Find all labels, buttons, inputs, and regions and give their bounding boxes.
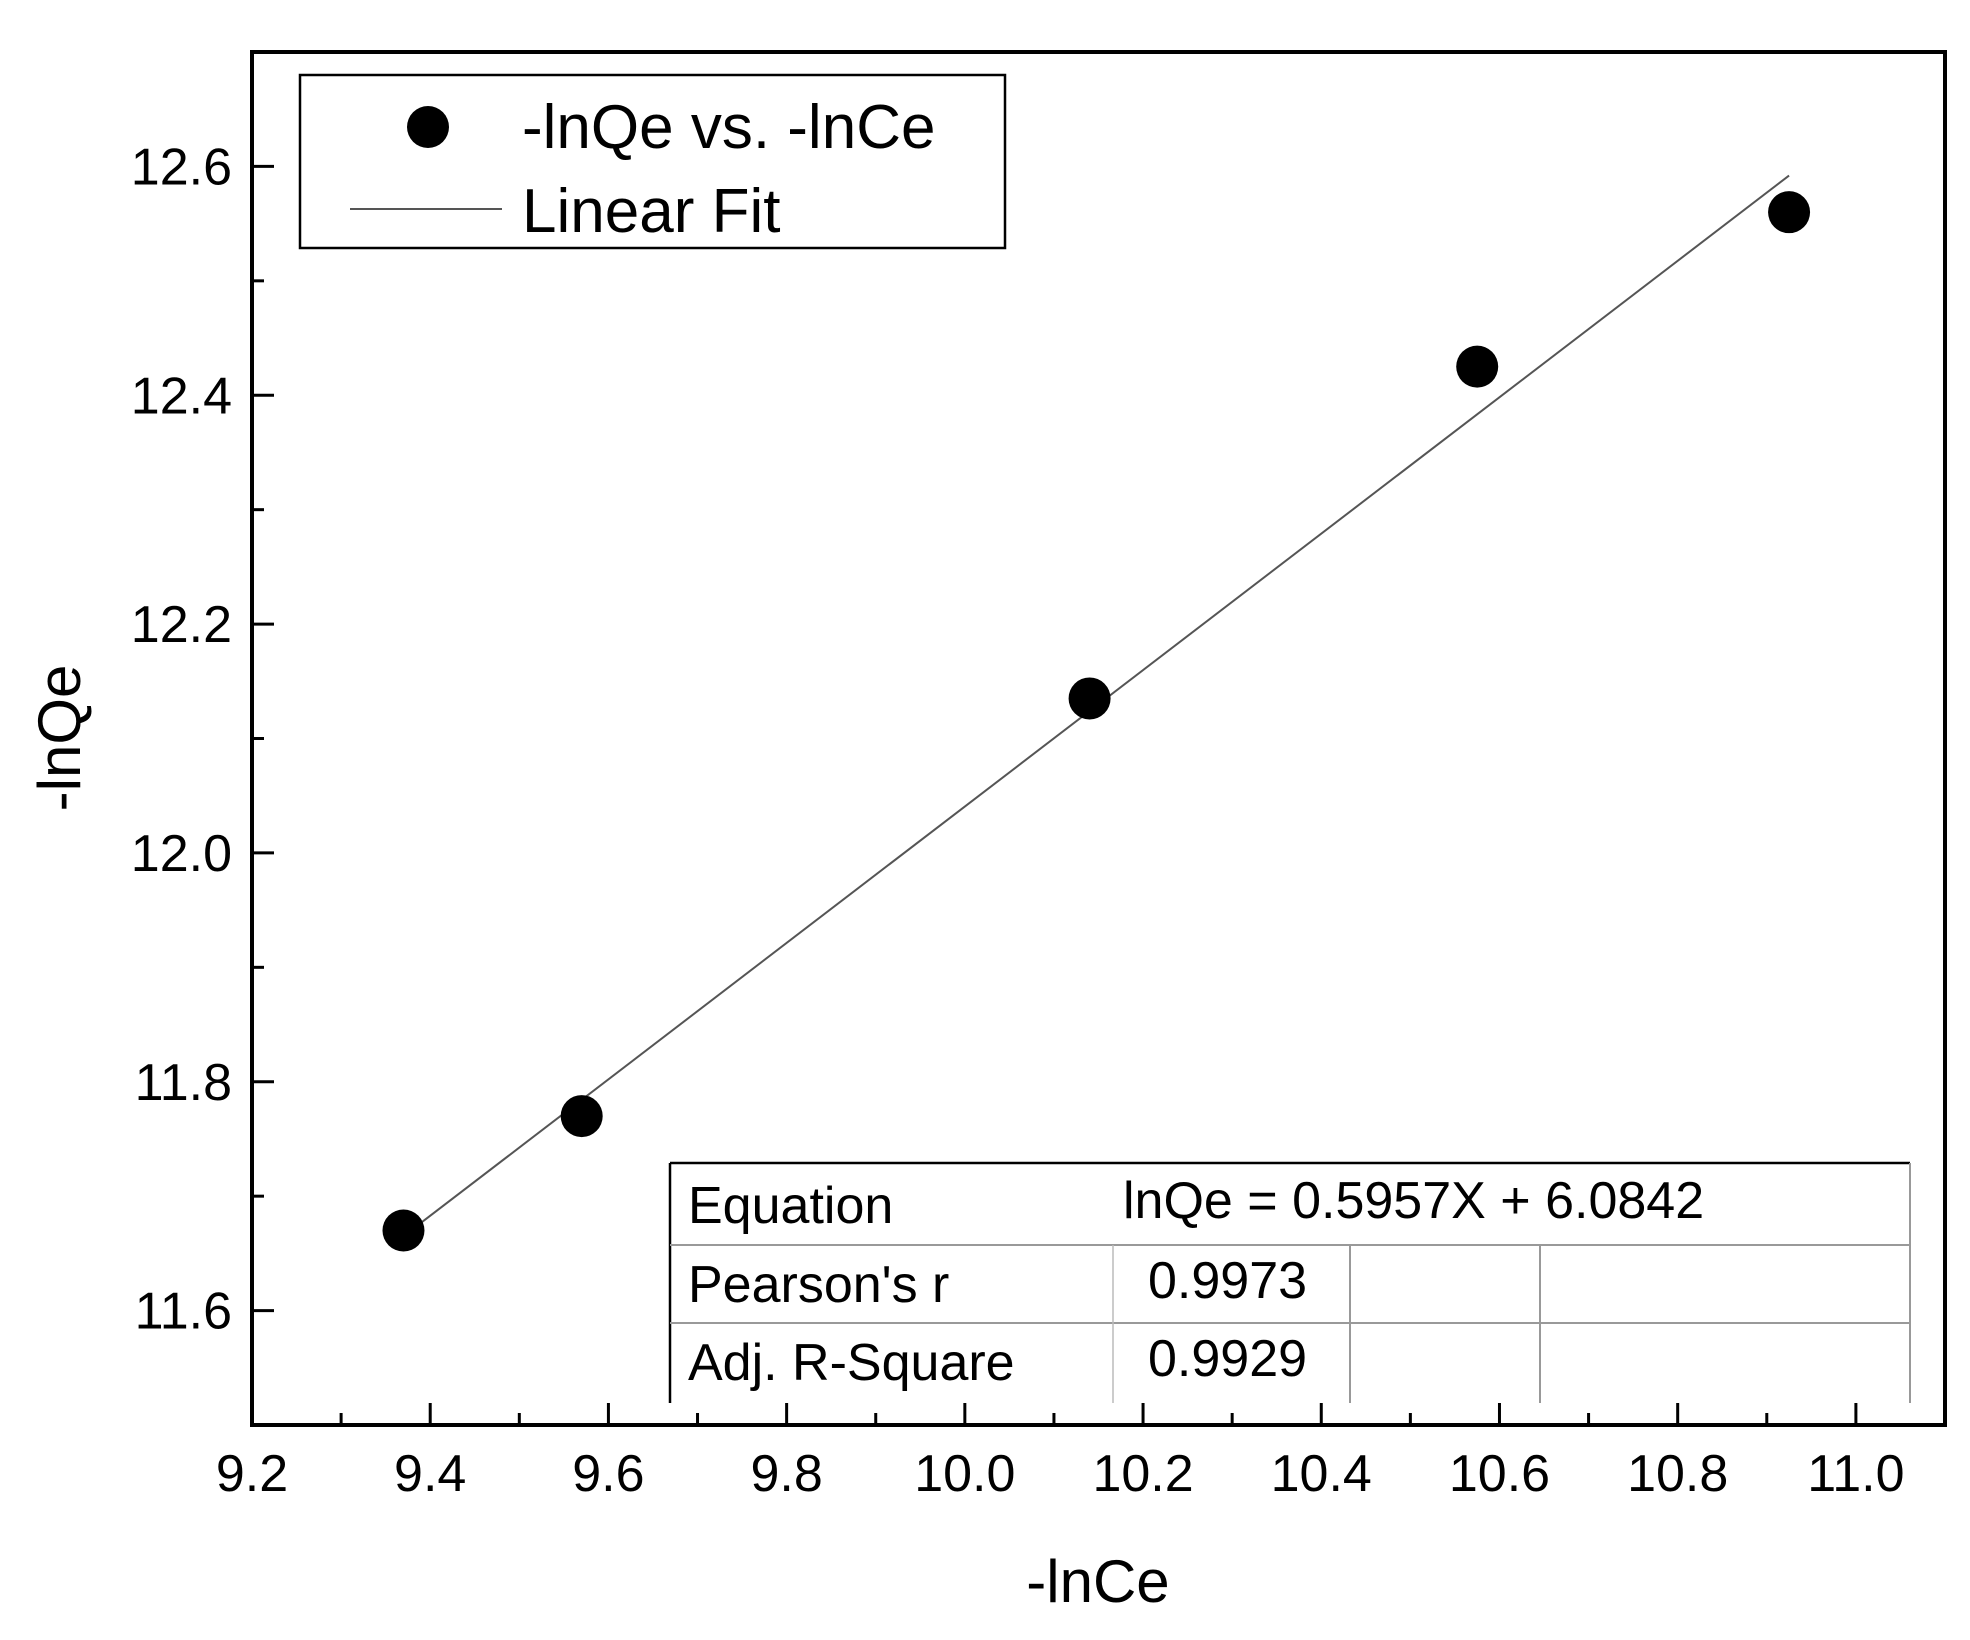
x-tick-label: 11.0 — [1807, 1445, 1904, 1503]
y-axis-ticks: 11.6 11.8 12.0 12.2 12.4 12.6 — [131, 138, 274, 1341]
x-axis-ticks: 9.2 9.4 9.6 9.8 10.0 10.2 10.4 10.6 10.8 11.0 — [216, 1403, 1905, 1503]
x-tick-label: 9.8 — [750, 1445, 822, 1503]
fit-table-value-pearson: 0.9973 — [1148, 1252, 1307, 1310]
y-tick-label: 11.6 — [135, 1283, 232, 1341]
y-axis-title: -lnQe — [26, 665, 93, 812]
x-axis-title: -lnCe — [1026, 1548, 1169, 1615]
y-tick-label: 12.4 — [131, 367, 232, 425]
x-tick-label: 9.2 — [216, 1445, 288, 1503]
legend: -lnQe vs. -lnCe Linear Fit — [298, 73, 1007, 250]
scatter-points — [382, 191, 1811, 1252]
x-tick-label: 10.0 — [914, 1445, 1015, 1503]
y-tick-label: 12.2 — [131, 596, 232, 654]
x-tick-label: 10.6 — [1449, 1445, 1550, 1503]
fit-table: Equation lnQe = 0.5957X + 6.0842 Pearson… — [668, 1161, 1911, 1403]
fit-table-background — [670, 1163, 1910, 1403]
x-tick-label: 10.4 — [1271, 1445, 1372, 1503]
y-tick-label: 12.6 — [131, 138, 232, 196]
data-point — [1068, 677, 1111, 720]
fit-table-label-r-square: Adj. R-Square — [688, 1334, 1015, 1392]
x-tick-label: 9.6 — [572, 1445, 644, 1503]
legend-box — [298, 73, 1007, 250]
x-tick-label: 10.2 — [1092, 1445, 1193, 1503]
y-tick-label: 11.8 — [135, 1054, 232, 1112]
fit-table-label-equation: Equation — [688, 1177, 893, 1235]
data-point — [1768, 191, 1811, 234]
fit-table-value-equation: lnQe = 0.5957X + 6.0842 — [1123, 1172, 1704, 1230]
data-point — [1456, 345, 1499, 388]
fit-table-label-pearson: Pearson's r — [688, 1256, 949, 1314]
fit-table-value-r-square: 0.9929 — [1148, 1330, 1307, 1388]
x-tick-label: 10.8 — [1627, 1445, 1728, 1503]
legend-label-points: -lnQe vs. -lnCe — [522, 93, 935, 162]
legend-label-line: Linear Fit — [522, 177, 780, 246]
data-point — [560, 1095, 603, 1138]
legend-marker-points — [407, 106, 449, 148]
x-tick-label: 9.4 — [394, 1445, 466, 1503]
data-point — [382, 1209, 425, 1252]
y-tick-label: 12.0 — [131, 825, 232, 883]
